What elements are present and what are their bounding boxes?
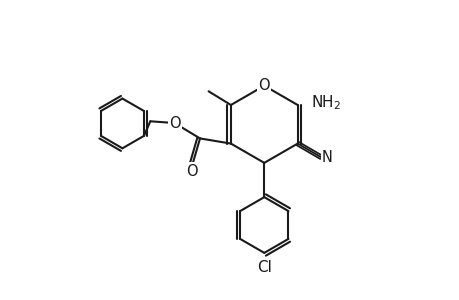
Text: NH$_2$: NH$_2$ [310,94,340,112]
Text: Cl: Cl [256,260,271,275]
Text: N: N [321,150,332,165]
Text: O: O [258,78,269,93]
Text: O: O [169,116,180,131]
Text: O: O [186,164,198,178]
